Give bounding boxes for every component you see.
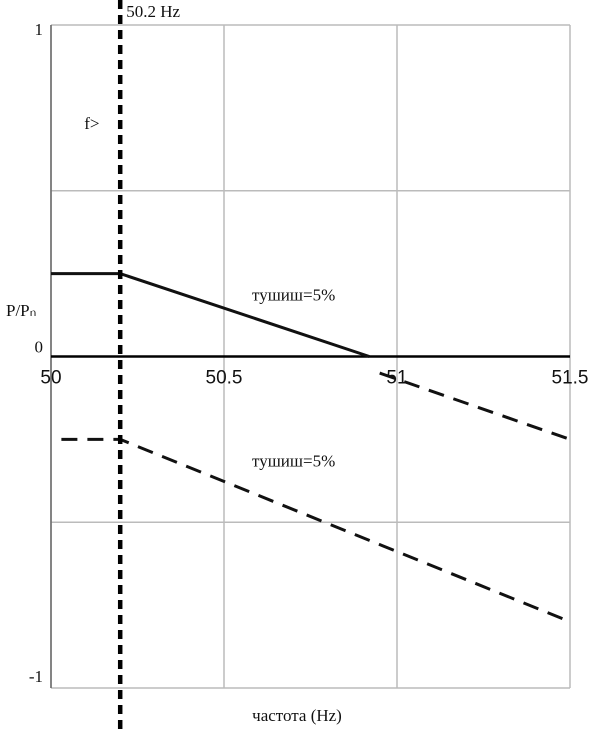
x-tick-label: 51.5	[552, 368, 589, 389]
y-axis-label: P/Pₙ	[6, 301, 36, 320]
x-tick-label: 50.5	[206, 368, 243, 389]
threshold-label: 50.2 Hz	[126, 2, 180, 21]
y-tick-label: -1	[29, 667, 43, 686]
x-axis-label: частота (Hz)	[252, 706, 342, 725]
x-tick-label: 51	[386, 368, 407, 389]
threshold-note: f>	[84, 114, 99, 133]
x-tick-label: 50	[40, 368, 61, 389]
series-line	[379, 371, 571, 441]
y-tick-label: 0	[35, 337, 44, 356]
annotation: тушиш=5%	[252, 451, 335, 470]
y-tick-label: 1	[35, 20, 44, 39]
annotation: тушиш=5%	[252, 286, 335, 305]
